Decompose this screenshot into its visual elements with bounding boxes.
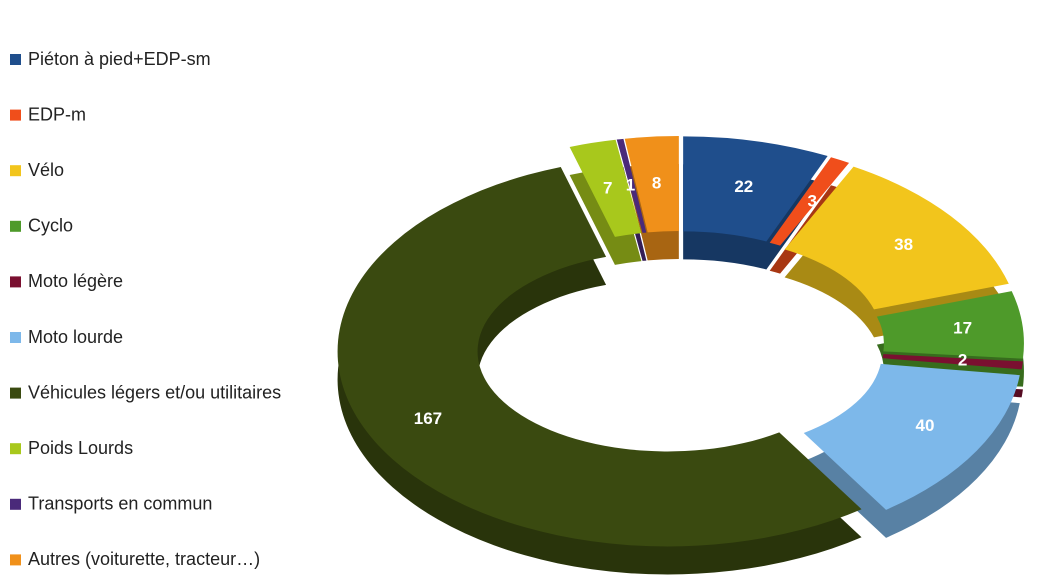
data-label: 17	[953, 319, 972, 338]
data-label: 38	[894, 235, 913, 254]
legend-label: Autres (voiturette, tracteur…)	[28, 549, 260, 569]
legend-label: Poids Lourds	[28, 438, 133, 458]
data-label: 7	[603, 178, 612, 197]
legend-label: Vélo	[28, 160, 64, 180]
legend-swatch	[10, 388, 21, 399]
legend-swatch	[10, 165, 21, 176]
legend-label: Piéton à pied+EDP-sm	[28, 49, 211, 69]
data-label: 8	[652, 174, 661, 193]
legend-label: Moto lourde	[28, 327, 123, 347]
legend-swatch	[10, 221, 21, 232]
data-label: 2	[958, 350, 967, 369]
data-label: 40	[916, 416, 935, 435]
legend-label: Moto légère	[28, 271, 123, 291]
legend-swatch	[10, 54, 21, 65]
legend-swatch	[10, 276, 21, 287]
data-label: 167	[414, 409, 442, 428]
legend-label: Transports en commun	[28, 494, 212, 514]
chart: Piéton à pied+EDP-sm EDP-m Vélo Cyclo Moto l…	[0, 0, 1042, 576]
legend-swatch	[10, 110, 21, 121]
legend-label: Véhicules légers et/ou utilitaires	[28, 382, 281, 402]
legend-swatch	[10, 332, 21, 343]
legend-swatch	[10, 554, 21, 565]
legend-label: EDP-m	[28, 104, 86, 124]
data-label: 22	[734, 177, 753, 196]
data-label: 1	[626, 175, 635, 194]
legend-swatch	[10, 443, 21, 454]
data-label: 3	[807, 192, 816, 211]
legend-label: Cyclo	[28, 216, 73, 236]
legend-swatch	[10, 499, 21, 510]
